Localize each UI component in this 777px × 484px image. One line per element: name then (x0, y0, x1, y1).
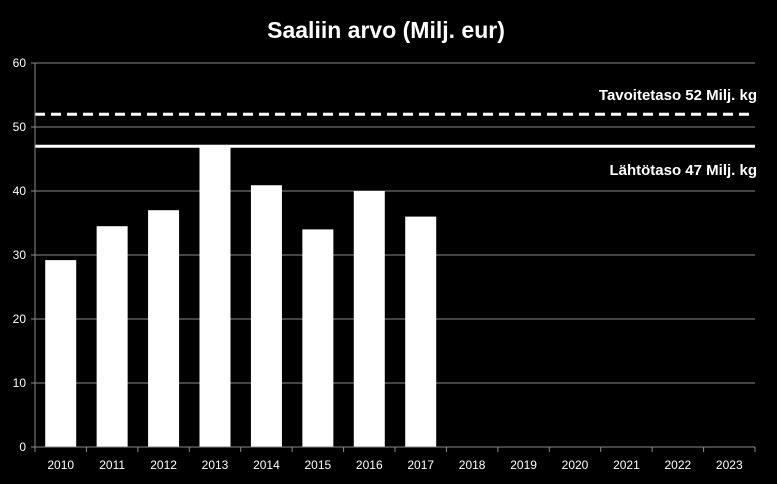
y-tick-label: 0 (19, 440, 26, 454)
bar (199, 144, 231, 448)
x-tick-label: 2019 (510, 458, 537, 472)
x-tick-label: 2016 (356, 458, 383, 472)
bar (302, 229, 334, 447)
bar (45, 260, 77, 447)
axes: 0 10 20 30 40 50 60 2010 2011 2012 2013 2014 2015 201… (13, 56, 756, 472)
x-tick-label: 2014 (253, 458, 280, 472)
target-label: Tavoitetaso 52 Milj. kg (599, 87, 757, 104)
x-tick-label: 2018 (459, 458, 486, 472)
x-tick-label: 2021 (613, 458, 640, 472)
x-tick-label: 2023 (716, 458, 743, 472)
y-tick-label: 30 (13, 248, 27, 262)
y-tick-label: 10 (13, 376, 27, 390)
reference-lines: Tavoitetaso 52 Milj. kg Lähtötaso 47 Milj… (35, 87, 757, 179)
chart-title: Saaliin arvo (Milj. eur) (267, 17, 505, 43)
y-tick-label: 40 (13, 184, 27, 198)
x-tick-label: 2015 (305, 458, 332, 472)
y-tick-label: 60 (13, 56, 27, 70)
x-tick-label: 2012 (150, 458, 177, 472)
gridlines (35, 62, 755, 384)
bar (148, 210, 180, 447)
baseline-label: Lähtötaso 47 Milj. kg (609, 162, 757, 179)
x-tick-label: 2013 (202, 458, 229, 472)
y-tick-label: 20 (13, 312, 27, 326)
x-tick-label: 2010 (47, 458, 74, 472)
x-tick-label: 2020 (562, 458, 589, 472)
x-tick-label: 2022 (665, 458, 692, 472)
bar (96, 226, 128, 447)
bar (405, 216, 437, 447)
x-tick-label: 2011 (99, 458, 125, 472)
bar (250, 185, 282, 448)
y-tick-label: 50 (13, 120, 27, 134)
x-tick-label: 2017 (407, 458, 434, 472)
bars (45, 144, 437, 448)
bar (353, 191, 385, 447)
